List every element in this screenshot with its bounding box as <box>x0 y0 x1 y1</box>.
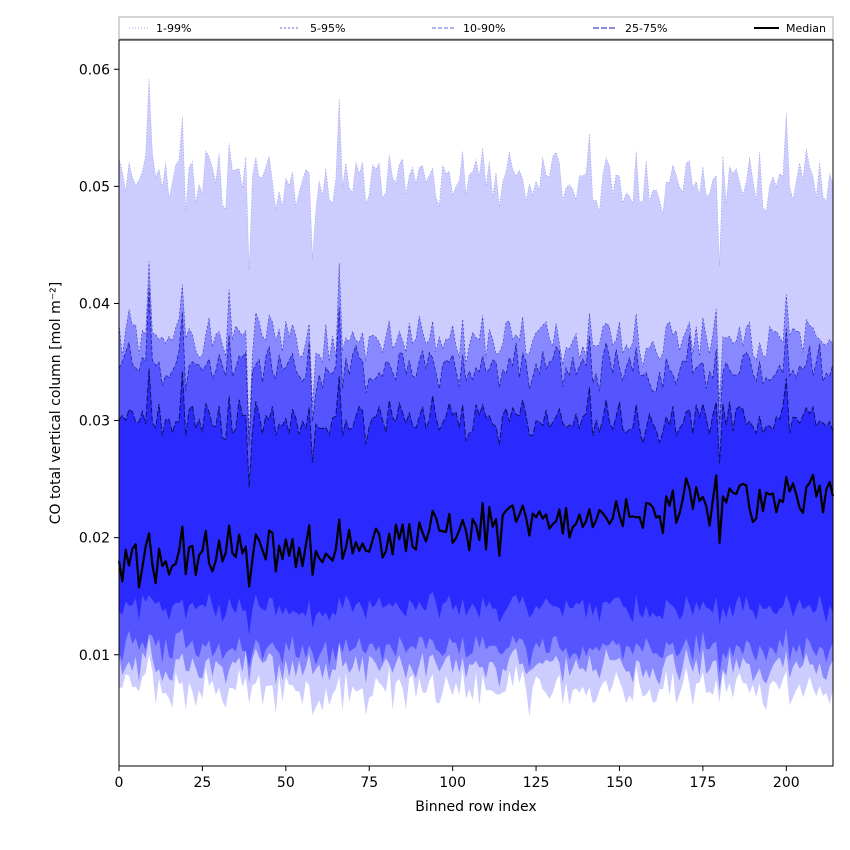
y-tick-label: 0.06 <box>79 62 110 78</box>
legend: 1-99% 5-95% 10-90% 25-75% Median <box>118 16 834 40</box>
x-axis-label: Binned row index <box>415 799 536 815</box>
band-5-95-upper-edge <box>118 261 834 433</box>
x-tick-label: 200 <box>773 775 800 791</box>
x-tick-label: 125 <box>523 775 550 791</box>
band-25-75-area <box>119 368 833 635</box>
legend-label-5-95: 5-95% <box>310 22 345 35</box>
band-25-75-upper-edge <box>118 368 834 488</box>
legend-box <box>118 16 834 40</box>
legend-label-1-99: 1-99% <box>156 22 191 35</box>
median-layer <box>117 473 835 589</box>
plot-frame <box>118 39 834 767</box>
x-tick-label: 25 <box>193 775 211 791</box>
y-axis-label: CO total vertical column [mol m⁻²] <box>48 282 64 524</box>
y-tick-label: 0.02 <box>79 531 110 547</box>
y-tick-label: 0.01 <box>79 648 110 664</box>
x-tick-label: 150 <box>606 775 633 791</box>
legend-label-median: Median <box>786 22 826 35</box>
y-tick-label: 0.04 <box>79 296 110 312</box>
legend-label-25-75: 25-75% <box>625 22 667 35</box>
x-tick-label: 175 <box>690 775 717 791</box>
x-axis: 0 25 50 75 100 125 150 175 200 <box>115 766 800 791</box>
y-tick-label: 0.03 <box>79 414 110 430</box>
y-axis: 0.01 0.02 0.03 0.04 0.05 0.06 <box>79 62 119 664</box>
x-tick-label: 0 <box>115 775 124 791</box>
legend-label-10-90: 10-90% <box>463 22 505 35</box>
band-1-99-upper-edge <box>118 79 834 271</box>
x-tick-label: 75 <box>360 775 378 791</box>
band-10-90-upper-edge <box>118 287 834 446</box>
median-line <box>117 473 835 589</box>
x-tick-label: 50 <box>277 775 295 791</box>
x-tick-label: 100 <box>439 775 466 791</box>
y-tick-label: 0.05 <box>79 179 110 195</box>
